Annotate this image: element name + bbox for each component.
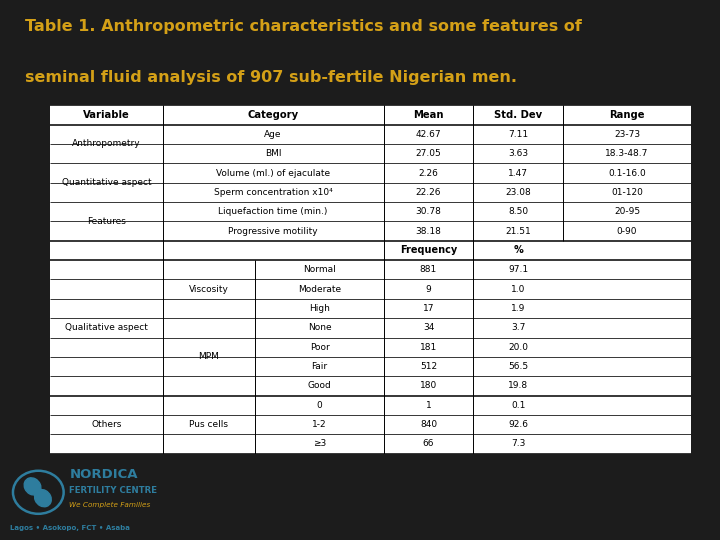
Text: 27.05: 27.05 [415,149,441,158]
Text: Quantitative aspect: Quantitative aspect [62,178,151,187]
Text: None: None [307,323,331,332]
Text: Variable: Variable [83,110,130,120]
Text: MPM: MPM [199,352,220,361]
Text: Age: Age [264,130,282,139]
Text: 2.26: 2.26 [418,168,438,178]
Text: Category: Category [248,110,299,120]
Text: Mean: Mean [413,110,444,120]
Text: Qualitative aspect: Qualitative aspect [65,323,148,332]
Text: Poor: Poor [310,343,330,352]
Text: 0.1: 0.1 [511,401,526,410]
Text: BMI: BMI [265,149,282,158]
Text: 97.1: 97.1 [508,265,528,274]
Text: 01-120: 01-120 [611,188,643,197]
Text: 1-2: 1-2 [312,420,327,429]
Text: Normal: Normal [303,265,336,274]
Text: Sperm concentration x10⁴: Sperm concentration x10⁴ [214,188,333,197]
Text: 512: 512 [420,362,437,371]
Text: 42.67: 42.67 [415,130,441,139]
Text: Std. Dev: Std. Dev [494,110,542,120]
Text: Pus cells: Pus cells [189,420,228,429]
Text: 21.51: 21.51 [505,227,531,235]
Text: 22.26: 22.26 [415,188,441,197]
Text: 18.3-48.7: 18.3-48.7 [606,149,649,158]
Text: 1: 1 [426,401,431,410]
Text: 20.0: 20.0 [508,343,528,352]
Text: Table 1. Anthropometric characteristics and some features of: Table 1. Anthropometric characteristics … [25,19,582,35]
Text: Good: Good [307,381,331,390]
Text: 30.78: 30.78 [415,207,441,216]
Text: Range: Range [609,110,645,120]
Text: 23.08: 23.08 [505,188,531,197]
Text: 38.18: 38.18 [415,227,441,235]
Text: We Complete Families: We Complete Families [69,502,150,508]
Text: Anthropometry: Anthropometry [72,139,141,148]
Text: 92.6: 92.6 [508,420,528,429]
Text: 7.11: 7.11 [508,130,528,139]
Text: 3.7: 3.7 [511,323,526,332]
Text: 7.3: 7.3 [511,440,526,448]
Text: 66: 66 [423,440,434,448]
Ellipse shape [24,478,41,495]
Text: NORDICA: NORDICA [69,468,138,481]
Text: 0: 0 [317,401,323,410]
Text: 23-73: 23-73 [614,130,640,139]
Text: 1.47: 1.47 [508,168,528,178]
Text: Lagos • Asokoро, FCT • Asaba: Lagos • Asokoро, FCT • Asaba [9,524,130,530]
Text: 1.9: 1.9 [511,304,526,313]
Text: 3.63: 3.63 [508,149,528,158]
Text: 180: 180 [420,381,437,390]
Text: FERTILITY CENTRE: FERTILITY CENTRE [69,486,158,495]
Text: Frequency: Frequency [400,245,457,255]
Text: High: High [309,304,330,313]
Text: Features: Features [87,217,126,226]
Text: 20-95: 20-95 [614,207,640,216]
Text: %: % [513,245,523,255]
Text: Viscosity: Viscosity [189,285,229,294]
Text: 0.1-16.0: 0.1-16.0 [608,168,646,178]
Text: 1.0: 1.0 [511,285,526,294]
Text: 0-90: 0-90 [617,227,637,235]
Text: 56.5: 56.5 [508,362,528,371]
Text: Others: Others [91,420,122,429]
Text: 181: 181 [420,343,437,352]
Text: Moderate: Moderate [298,285,341,294]
Text: Volume (ml.) of ejaculate: Volume (ml.) of ejaculate [216,168,330,178]
Text: ≥3: ≥3 [313,440,326,448]
Text: Liquefaction time (min.): Liquefaction time (min.) [218,207,328,216]
Text: 881: 881 [420,265,437,274]
Text: 19.8: 19.8 [508,381,528,390]
Text: Progressive motility: Progressive motility [228,227,318,235]
Text: 17: 17 [423,304,434,313]
Text: Fair: Fair [312,362,328,371]
Text: 34: 34 [423,323,434,332]
Text: seminal fluid analysis of 907 sub-fertile Nigerian men.: seminal fluid analysis of 907 sub-fertil… [25,70,517,85]
Text: 8.50: 8.50 [508,207,528,216]
Text: 9: 9 [426,285,431,294]
Text: 840: 840 [420,420,437,429]
Ellipse shape [35,490,51,507]
